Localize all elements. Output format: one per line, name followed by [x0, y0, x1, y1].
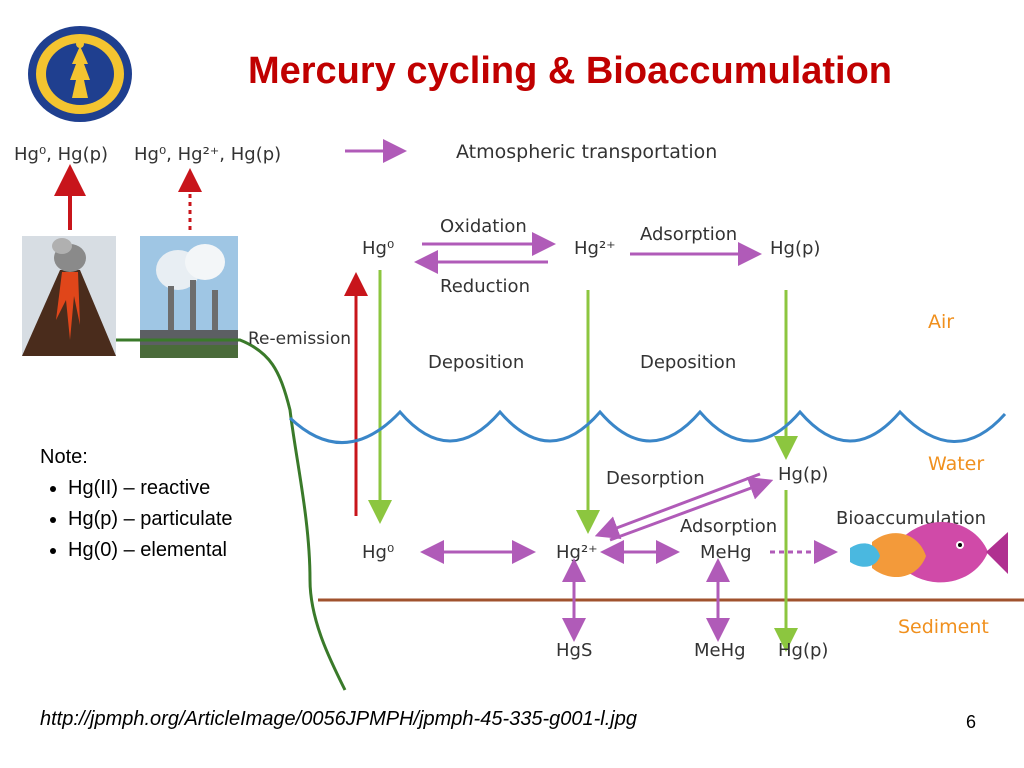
- zone-air-label: Air: [928, 311, 954, 333]
- factory-image: [140, 236, 238, 358]
- slide-title: Mercury cycling & Bioaccumulation: [247, 50, 893, 92]
- page-number: 6: [966, 712, 977, 732]
- emission-label-industry: Hg⁰, Hg²⁺, Hg(p): [134, 144, 281, 165]
- volcano-image: [22, 236, 116, 356]
- note-heading: Note:: [40, 446, 88, 468]
- note-list: Hg(II) – reactive Hg(p) – particulate Hg…: [40, 477, 233, 562]
- zone-water-label: Water: [928, 453, 984, 475]
- adsorption-water-label: Adsorption: [680, 516, 777, 537]
- sediment-hgp-label: Hg(p): [778, 640, 828, 661]
- air-hg0-label: Hg⁰: [362, 238, 394, 259]
- deposition-label-1: Deposition: [428, 352, 524, 373]
- desorption-label: Desorption: [606, 468, 705, 489]
- reduction-label: Reduction: [440, 276, 530, 297]
- re-emission-label: Re-emission: [248, 329, 351, 349]
- water-hg0-label: Hg⁰: [362, 542, 394, 563]
- air-hgp-label: Hg(p): [770, 238, 820, 259]
- note-item: Hg(p) – particulate: [68, 508, 233, 531]
- deposition-label-2: Deposition: [640, 352, 736, 373]
- university-logo: [28, 26, 132, 122]
- fish-icon: [850, 522, 1008, 583]
- source-url[interactable]: http://jpmph.org/ArticleImage/0056JPMPH/…: [40, 708, 637, 730]
- air-hg2-label: Hg²⁺: [574, 238, 616, 259]
- water-hg2-label: Hg²⁺: [556, 542, 598, 563]
- adsorption-air-label: Adsorption: [640, 224, 737, 245]
- sediment-mehg-label: MeHg: [694, 640, 746, 661]
- emission-label-volcano: Hg⁰, Hg(p): [14, 144, 108, 165]
- water-surface-line: [288, 409, 1007, 444]
- note-item: Hg(II) – reactive: [68, 477, 233, 500]
- water-mehg-label: MeHg: [700, 542, 752, 563]
- bioaccumulation-label: Bioaccumulation: [836, 508, 986, 529]
- sediment-hgs-label: HgS: [556, 640, 592, 661]
- note-box: Note: Hg(II) – reactive Hg(p) – particul…: [40, 446, 233, 570]
- atmospheric-transport-label: Atmospheric transportation: [456, 141, 717, 163]
- water-hgp-label: Hg(p): [778, 464, 828, 485]
- zone-sediment-label: Sediment: [898, 616, 989, 638]
- oxidation-label: Oxidation: [440, 216, 527, 237]
- note-item: Hg(0) – elemental: [68, 539, 233, 562]
